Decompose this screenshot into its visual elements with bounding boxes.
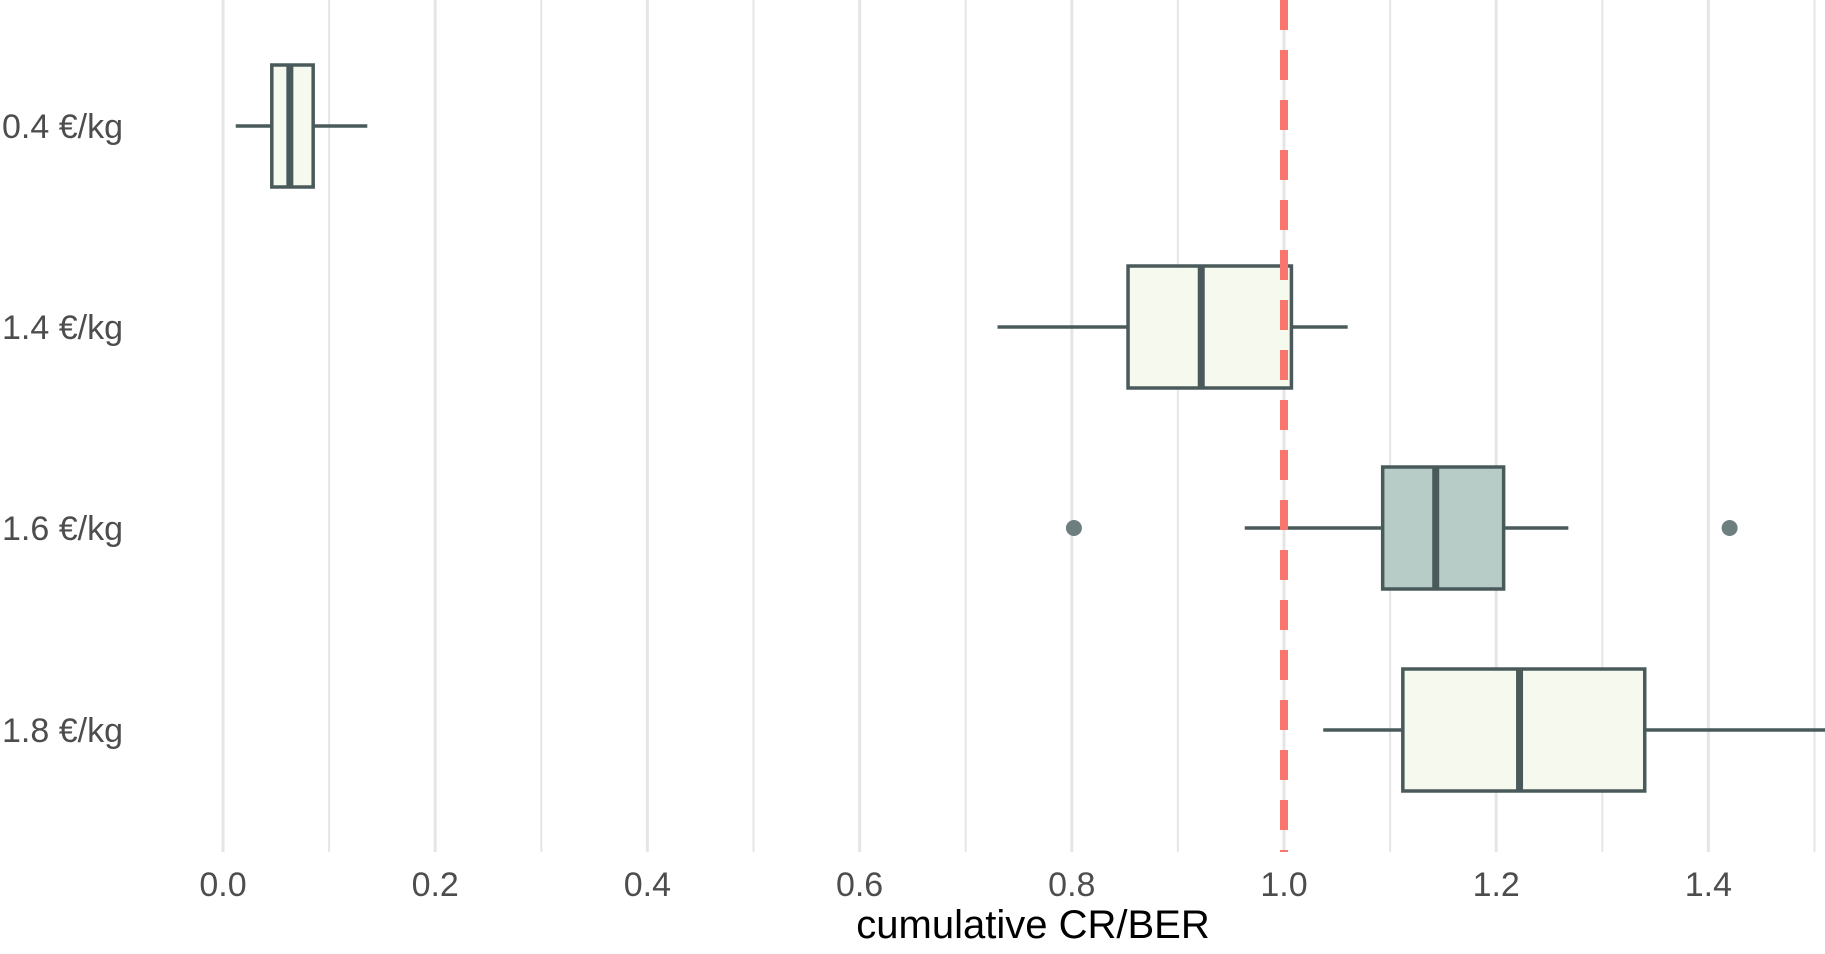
y-category-label: 0.4 €/kg xyxy=(2,108,123,146)
y-category-label: 1.6 €/kg xyxy=(2,510,123,548)
x-axis-title: cumulative CR/BER xyxy=(856,903,1209,947)
y-category-label: 1.8 €/kg xyxy=(2,712,123,750)
label-layer: 0.0 0.2 0.4 0.6 0.8 1.0 1.2 1.4 0.4 €/kg 1.4 €/kg… xyxy=(2,108,1732,904)
x-tick-label: 0.2 xyxy=(412,866,459,904)
x-tick-label: 0.6 xyxy=(836,866,883,904)
x-tick-label: 1.0 xyxy=(1260,866,1307,904)
box-iqr xyxy=(1401,667,1647,793)
box-layer xyxy=(235,63,1825,793)
outlier-point xyxy=(1065,520,1082,536)
x-tick-label: 1.4 xyxy=(1685,866,1732,904)
x-tick-label: 0.4 xyxy=(624,866,671,904)
box-iqr xyxy=(1126,264,1294,390)
y-category-label: 1.4 €/kg xyxy=(2,309,123,347)
x-tick-label: 0.0 xyxy=(199,866,246,904)
x-tick-label: 1.2 xyxy=(1473,866,1520,904)
box-group xyxy=(1065,465,1738,591)
box-group xyxy=(1323,667,1825,793)
outlier-point xyxy=(1721,520,1738,536)
box-iqr xyxy=(1380,465,1506,591)
box-group xyxy=(235,63,368,189)
x-tick-label: 0.8 xyxy=(1048,866,1095,904)
box-group xyxy=(997,264,1348,390)
